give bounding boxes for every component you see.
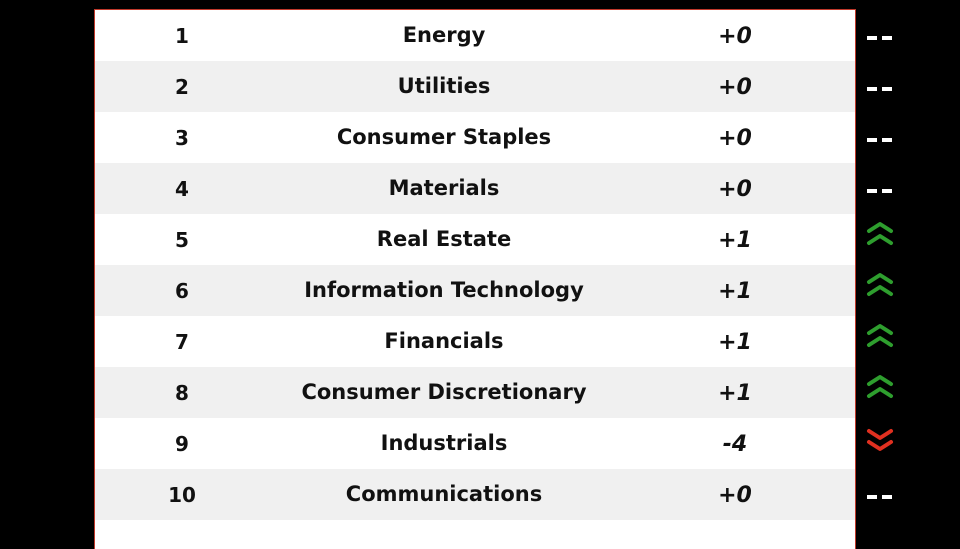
rank: 10 — [168, 483, 196, 507]
trend-icon — [867, 36, 892, 40]
name: Materials — [388, 176, 500, 200]
table-row: 2 Utilities +0 — [95, 61, 855, 112]
table-row: 7 Financials +1 — [95, 316, 855, 367]
rank: 5 — [175, 228, 189, 252]
change: +0 — [718, 126, 752, 151]
ranking-table: 1 Energy +0 2 Utilities +0 3 Consumer Staples +0… — [94, 9, 856, 549]
rank: 6 — [175, 279, 189, 303]
change: +0 — [718, 75, 752, 100]
name: Consumer Discretionary — [301, 380, 587, 404]
name: Energy — [402, 23, 486, 47]
rank: 4 — [175, 177, 189, 201]
name: Real Estate — [376, 227, 512, 251]
name: Communications — [345, 482, 543, 506]
rank: 1 — [175, 24, 189, 48]
change: +1 — [718, 381, 752, 406]
table-row — [95, 520, 855, 549]
change: +0 — [718, 24, 752, 49]
change: -4 — [722, 432, 748, 457]
trend-icon — [867, 429, 893, 451]
rank: 7 — [175, 330, 189, 354]
change: +1 — [718, 279, 752, 304]
table-row: 3 Consumer Staples +0 — [95, 112, 855, 163]
trend-icon — [867, 375, 893, 398]
rank: 3 — [175, 126, 189, 150]
table-row: 8 Consumer Discretionary +1 — [95, 367, 855, 418]
table-row: 5 Real Estate +1 — [95, 214, 855, 265]
name: Information Technology — [304, 278, 584, 302]
change: +1 — [718, 228, 752, 253]
trend-icon — [867, 324, 893, 347]
name: Financials — [384, 329, 504, 353]
trend-icon — [867, 495, 892, 499]
rank: 2 — [175, 75, 189, 99]
name: Industrials — [380, 431, 508, 455]
rank: 9 — [175, 432, 189, 456]
table-row: 4 Materials +0 — [95, 163, 855, 214]
change: +1 — [718, 330, 752, 355]
trend-icon — [867, 273, 893, 296]
change: +0 — [718, 483, 752, 508]
trend-icon — [867, 222, 893, 245]
table-row: 1 Energy +0 — [95, 10, 855, 61]
table-row: 6 Information Technology +1 — [95, 265, 855, 316]
rank: 8 — [175, 381, 189, 405]
change: +0 — [718, 177, 752, 202]
trend-icon — [867, 138, 892, 142]
name: Consumer Staples — [336, 125, 552, 149]
table-row: 9 Industrials -4 — [95, 418, 855, 469]
table-row: 10 Communications +0 — [95, 469, 855, 520]
trend-icon — [867, 189, 892, 193]
name: Utilities — [397, 74, 491, 98]
trend-icon — [867, 87, 892, 91]
